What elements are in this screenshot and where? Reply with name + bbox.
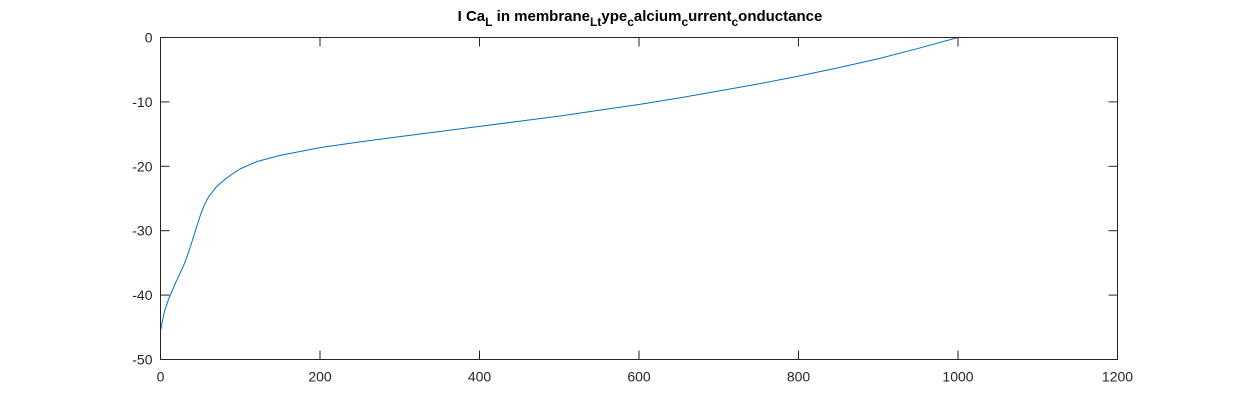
- y-tick-label: -20: [132, 158, 152, 174]
- title-subscript: c: [627, 15, 634, 29]
- x-tick-label: 400: [468, 369, 492, 385]
- title-subscript: c: [681, 15, 688, 29]
- chart-title: I CaL in membraneLtypecalciumcurrentcond…: [458, 8, 823, 29]
- axes-box: [160, 37, 1118, 360]
- y-tick-label: -10: [132, 94, 152, 110]
- title-segment: in membrane: [493, 8, 591, 25]
- x-tick-label: 1200: [1102, 369, 1133, 385]
- tick-labels-layer: 0 200 400 600 800 1000 1200 0 -10 -20 -30 -40 -50: [132, 30, 1133, 385]
- plot-area: [160, 37, 1118, 360]
- title-subscript: L: [485, 15, 492, 29]
- series-line: [160, 37, 959, 331]
- y-tick-label: -50: [132, 352, 152, 368]
- title-subscript: c: [731, 15, 738, 29]
- title-segment: alcium: [634, 8, 682, 25]
- y-tick-label: -30: [132, 223, 152, 239]
- x-tick-label: 0: [157, 369, 165, 385]
- y-tick-label: 0: [145, 30, 153, 46]
- y-tick-label: -40: [132, 287, 152, 303]
- title-segment: I Ca: [458, 8, 486, 25]
- x-tick-label: 200: [308, 369, 332, 385]
- title-segment: onductance: [738, 8, 822, 25]
- data-layer: [160, 37, 959, 331]
- x-tick-label: 600: [627, 369, 651, 385]
- title-subscript: Lt: [590, 15, 601, 29]
- x-tick-label: 800: [787, 369, 811, 385]
- title-segment: ype: [601, 8, 627, 25]
- title-segment: urrent: [688, 8, 731, 25]
- x-tick-label: 1000: [942, 369, 973, 385]
